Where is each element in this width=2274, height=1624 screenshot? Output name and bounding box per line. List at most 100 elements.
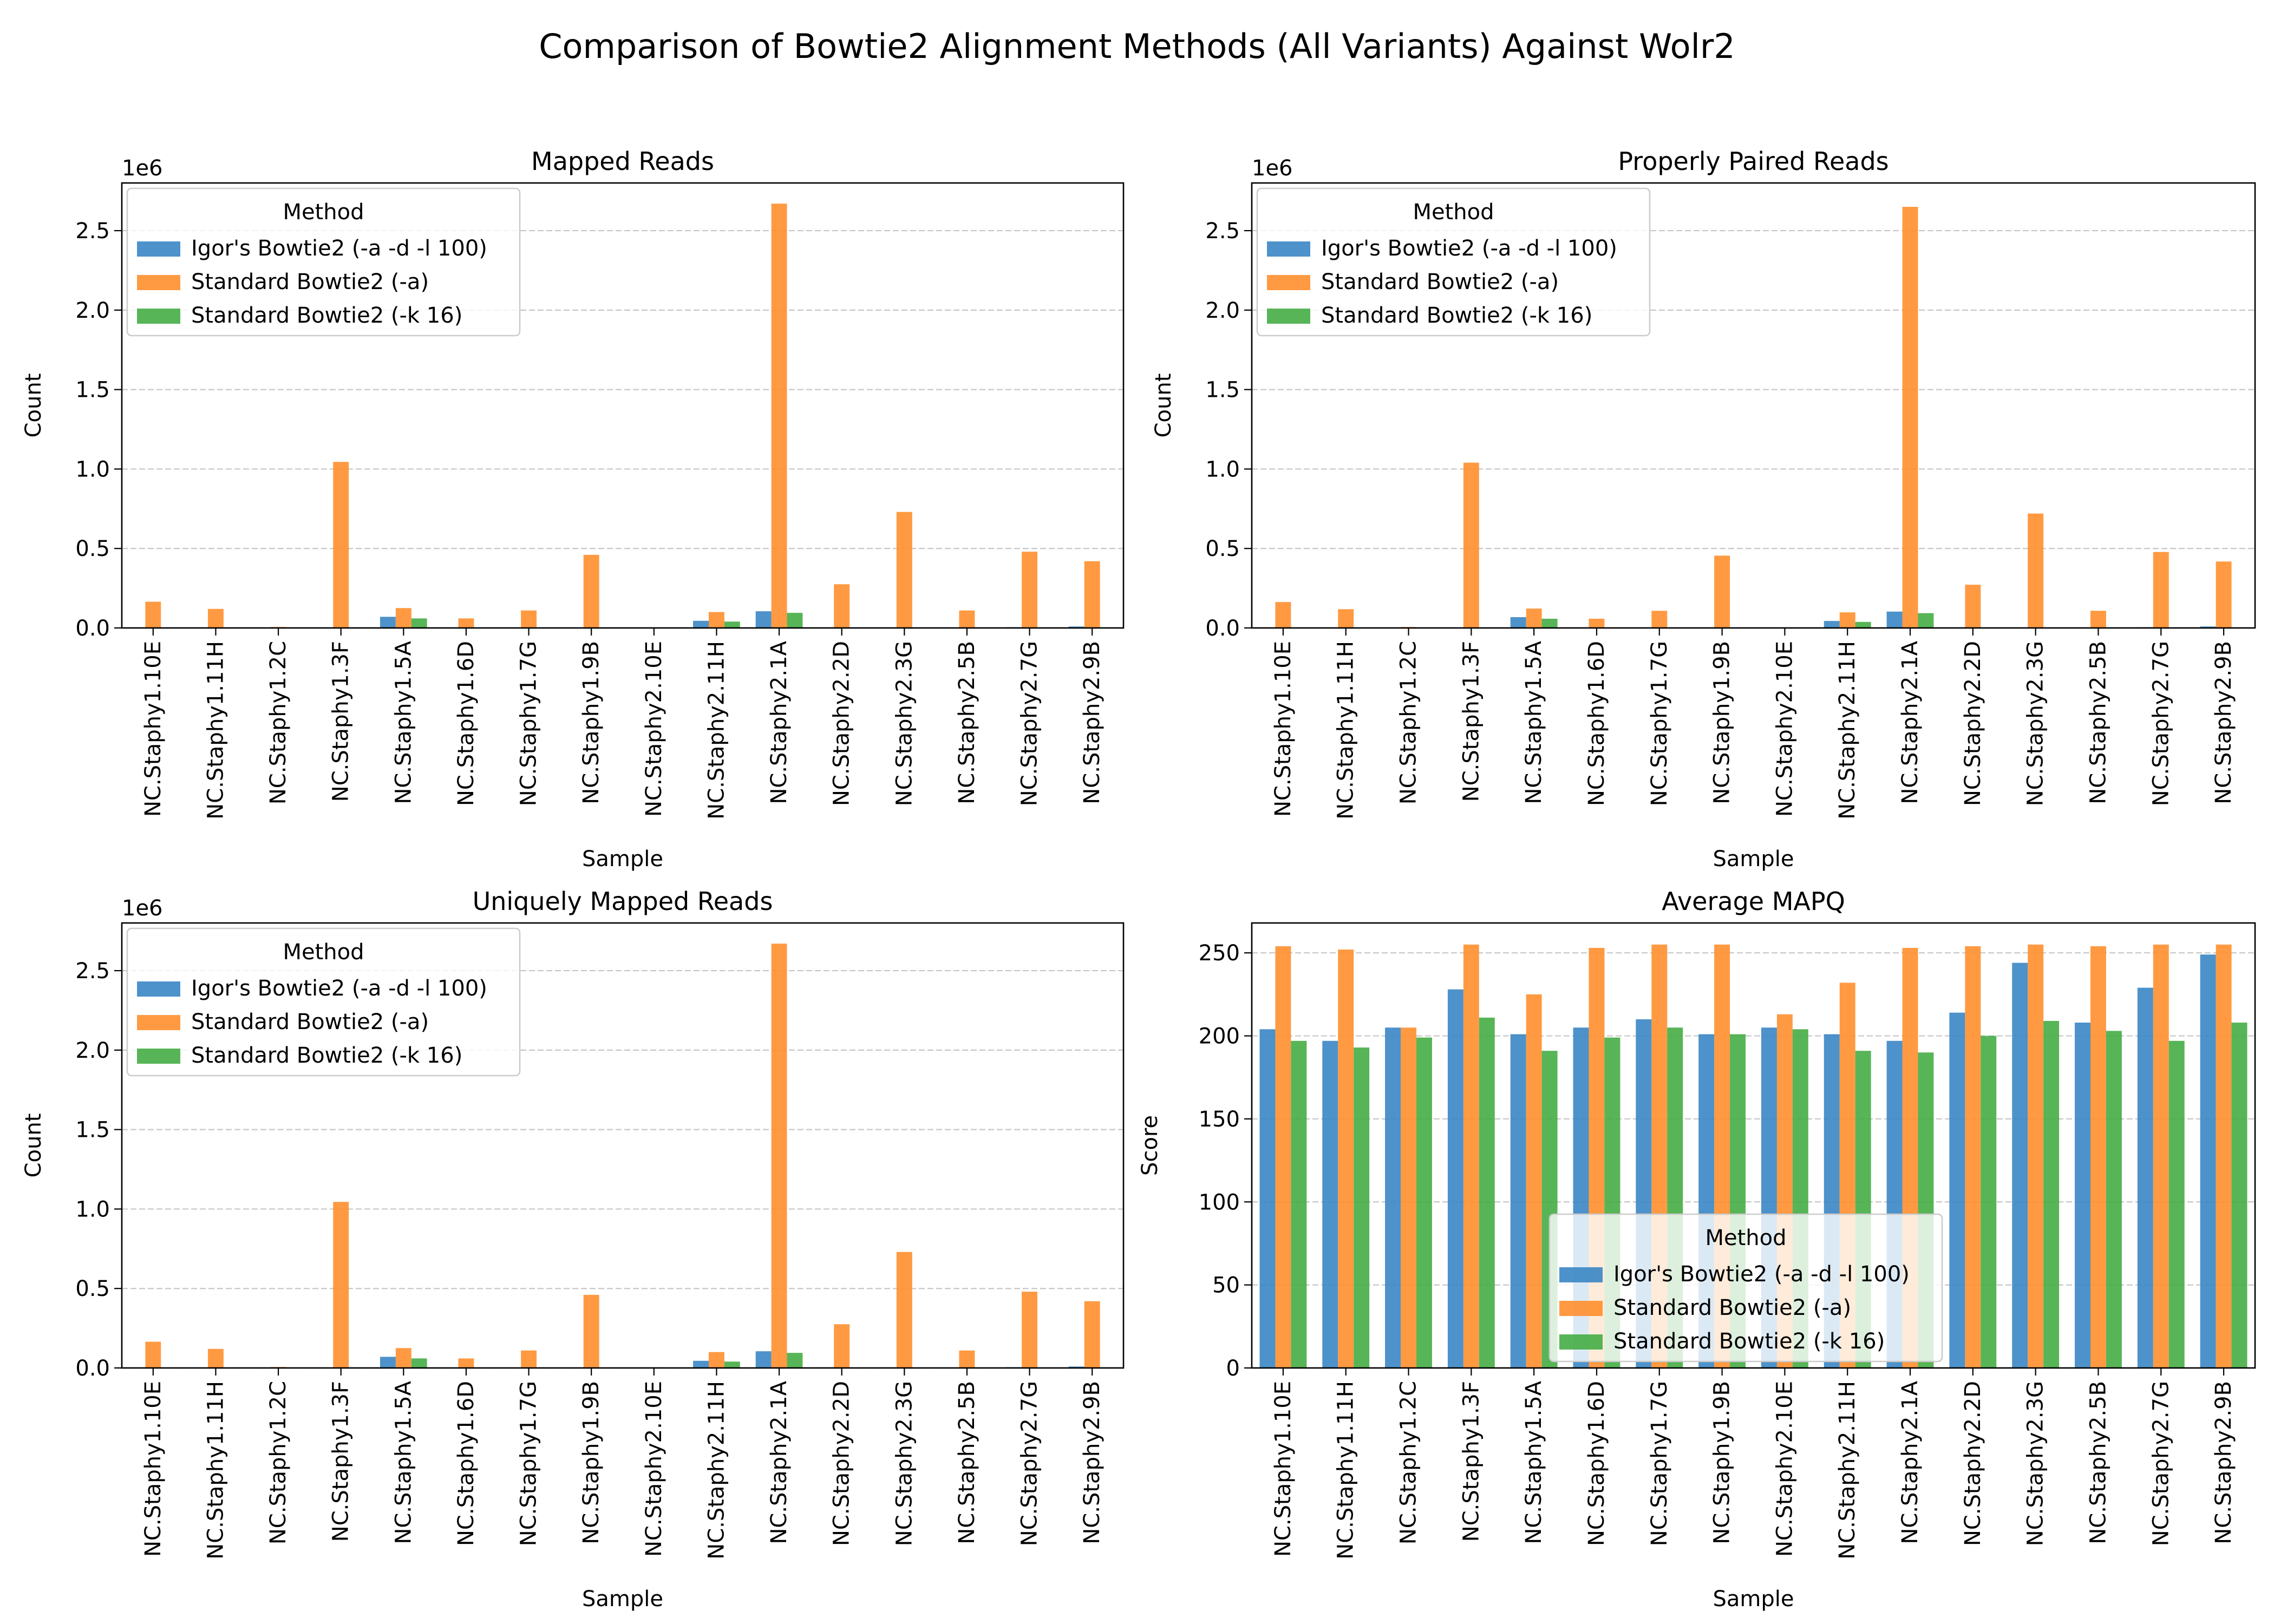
x-tick-label: NC.Staphy2.2D bbox=[829, 1381, 854, 1546]
x-tick-label: NC.Staphy1.11H bbox=[203, 1381, 228, 1560]
bar-standard-bowtie2-a-nc-staphy2-11h bbox=[708, 1352, 724, 1368]
x-tick-label: NC.Staphy1.10E bbox=[1271, 641, 1296, 817]
bar-standard-bowtie2-a-nc-staphy1-9b bbox=[583, 554, 599, 628]
legend-box bbox=[1256, 187, 1651, 337]
bar-standard-bowtie2-a-nc-staphy1-11h bbox=[207, 608, 224, 628]
x-tick-label: NC.Staphy2.9B bbox=[1080, 1381, 1105, 1544]
bar-igor-s-bowtie2-a-d-l-100-nc-staphy2-9b bbox=[2200, 626, 2216, 628]
bars-uniquely-mapped-reads bbox=[129, 944, 1116, 1368]
bar-standard-bowtie2-a-nc-staphy1-11h bbox=[1338, 949, 1354, 1368]
bar-igor-s-bowtie2-a-d-l-100-nc-staphy2-9b bbox=[2200, 954, 2216, 1368]
bar-standard-bowtie2-a-nc-staphy1-5a bbox=[1526, 608, 1542, 628]
y-tick-label: 2.5 bbox=[75, 959, 110, 984]
legend-swatch-standard-bowtie2-k-16 bbox=[137, 1049, 180, 1064]
y-tick-label: 0.5 bbox=[75, 536, 110, 561]
legend-swatch-standard-bowtie2-a bbox=[1267, 275, 1310, 290]
legend-swatch-standard-bowtie2-k-16 bbox=[1267, 309, 1310, 324]
bar-standard-bowtie2-a-nc-staphy1-6d bbox=[458, 618, 474, 628]
legend-entry: Standard Bowtie2 (-k 16) bbox=[1321, 303, 1592, 328]
x-tick-label: NC.Staphy1.3F bbox=[329, 641, 354, 802]
bar-standard-bowtie2-k-16-nc-staphy2-11h bbox=[724, 621, 740, 628]
x-tick-label: NC.Staphy1.2C bbox=[266, 1381, 291, 1544]
panel-uniquely-mapped-reads: 0.0 0.5 1.0 1.5 2.0 2.5 NC.Staphy1.10E NC.Staph… bbox=[21, 887, 1125, 1612]
bar-standard-bowtie2-k-16-nc-staphy1-5a bbox=[411, 1358, 427, 1368]
bar-standard-bowtie2-a-nc-staphy2-5b bbox=[2090, 611, 2106, 628]
y-tick-label: 2.5 bbox=[75, 219, 110, 244]
y-tick-label: 0.0 bbox=[1205, 616, 1240, 641]
x-tick-label: NC.Staphy1.9B bbox=[579, 641, 604, 804]
x-tick-label: NC.Staphy2.1A bbox=[767, 640, 792, 804]
x-tick-label: NC.Staphy1.10E bbox=[141, 1381, 166, 1557]
legend-swatch-standard-bowtie2-a bbox=[137, 275, 180, 290]
bar-standard-bowtie2-a-nc-staphy1-10e bbox=[145, 601, 161, 628]
bar-standard-bowtie2-a-nc-staphy2-7g bbox=[2153, 552, 2169, 628]
bar-standard-bowtie2-k-16-nc-staphy1-10e bbox=[1291, 1040, 1307, 1368]
y-axis-label: Count bbox=[1151, 374, 1176, 438]
bar-igor-s-bowtie2-a-d-l-100-nc-staphy2-1a bbox=[755, 611, 772, 628]
x-tick-label: NC.Staphy2.5B bbox=[955, 641, 979, 804]
x-tick-label: NC.Staphy1.2C bbox=[1396, 1381, 1421, 1544]
y-tick-label: 50 bbox=[1212, 1273, 1240, 1298]
bar-standard-bowtie2-a-nc-staphy2-2d bbox=[834, 584, 850, 628]
bar-standard-bowtie2-a-nc-staphy2-9b bbox=[1084, 1301, 1100, 1368]
bar-standard-bowtie2-a-nc-staphy2-1a bbox=[771, 944, 787, 1368]
x-tick-label: NC.Staphy2.11H bbox=[704, 641, 729, 820]
legend-title: Method bbox=[1413, 200, 1494, 225]
y-axis-label: Score bbox=[1138, 1115, 1162, 1176]
bar-standard-bowtie2-a-nc-staphy2-3g bbox=[896, 1252, 912, 1368]
x-axis-label: Sample bbox=[582, 1587, 663, 1612]
bar-standard-bowtie2-a-nc-staphy2-9b bbox=[2216, 561, 2232, 628]
bar-standard-bowtie2-a-nc-staphy2-5b bbox=[959, 1350, 975, 1368]
bar-igor-s-bowtie2-a-d-l-100-nc-staphy1-5a bbox=[1510, 1034, 1526, 1368]
y-tick-label: 250 bbox=[1199, 941, 1240, 966]
x-tick-label: NC.Staphy2.7G bbox=[1017, 641, 1042, 806]
legend-swatch-igor-s-bowtie2-a-d-l-100 bbox=[137, 981, 180, 997]
x-tick-label: NC.Staphy1.6D bbox=[454, 1381, 479, 1546]
legend-entry: Igor's Bowtie2 (-a -d -l 100) bbox=[191, 976, 487, 1001]
x-tick-label: NC.Staphy2.5B bbox=[955, 1381, 979, 1544]
y-axis-offset-text: 1e6 bbox=[122, 156, 163, 181]
bar-standard-bowtie2-a-nc-staphy2-3g bbox=[896, 512, 912, 628]
x-axis-label: Sample bbox=[582, 847, 663, 872]
x-tick-label: NC.Staphy1.9B bbox=[1710, 1381, 1735, 1544]
bar-standard-bowtie2-a-nc-staphy2-9b bbox=[1084, 561, 1100, 628]
panel-title: Uniquely Mapped Reads bbox=[473, 887, 773, 916]
bar-standard-bowtie2-k-16-nc-staphy2-9b bbox=[2231, 1023, 2247, 1368]
y-tick-label: 0.0 bbox=[75, 616, 110, 641]
bar-igor-s-bowtie2-a-d-l-100-nc-staphy1-3f bbox=[1447, 989, 1463, 1368]
y-tick-label: 2.0 bbox=[1205, 298, 1240, 323]
x-tick-label: NC.Staphy2.3G bbox=[2023, 1381, 2048, 1546]
bar-igor-s-bowtie2-a-d-l-100-nc-staphy2-1a bbox=[1886, 611, 1903, 628]
bar-igor-s-bowtie2-a-d-l-100-nc-staphy2-3g bbox=[2012, 962, 2028, 1368]
x-tick-label: NC.Staphy2.2D bbox=[1961, 641, 1985, 806]
bar-igor-s-bowtie2-a-d-l-100-nc-staphy2-2d bbox=[1949, 1012, 1965, 1368]
y-tick-label: 1.0 bbox=[75, 1197, 110, 1222]
legend-box bbox=[126, 927, 521, 1077]
x-tick-label: NC.Staphy2.10E bbox=[1772, 641, 1797, 817]
bar-standard-bowtie2-a-nc-staphy1-11h bbox=[1338, 609, 1354, 628]
bar-standard-bowtie2-a-nc-staphy2-9b bbox=[2216, 944, 2232, 1368]
legend-title: Method bbox=[1705, 1226, 1786, 1250]
x-tick-label: NC.Staphy1.2C bbox=[266, 641, 291, 804]
x-tick-label: NC.Staphy1.6D bbox=[1584, 641, 1609, 806]
x-tick-label: NC.Staphy2.7G bbox=[2148, 1381, 2173, 1546]
x-tick-label: NC.Staphy1.11H bbox=[203, 641, 228, 820]
x-tick-label: NC.Staphy1.6D bbox=[1584, 1381, 1609, 1546]
y-tick-label: 1.5 bbox=[75, 1118, 110, 1143]
x-tick-label: NC.Staphy1.7G bbox=[1647, 1381, 1672, 1546]
bar-standard-bowtie2-a-nc-staphy2-11h bbox=[708, 612, 724, 628]
axes-frame bbox=[1251, 922, 2256, 1369]
bar-igor-s-bowtie2-a-d-l-100-nc-staphy1-5a bbox=[1510, 617, 1526, 628]
y-tick-label: 200 bbox=[1199, 1024, 1240, 1049]
y-tick-label: 100 bbox=[1199, 1190, 1240, 1215]
x-tick-label: NC.Staphy1.9B bbox=[579, 1381, 604, 1544]
bar-standard-bowtie2-a-nc-staphy1-5a bbox=[395, 608, 411, 628]
bar-standard-bowtie2-a-nc-staphy2-5b bbox=[959, 610, 975, 628]
legend-entry: Standard Bowtie2 (-k 16) bbox=[191, 1043, 462, 1068]
bar-standard-bowtie2-a-nc-staphy1-3f bbox=[333, 462, 349, 628]
bar-standard-bowtie2-a-nc-staphy1-10e bbox=[1275, 946, 1291, 1368]
bar-igor-s-bowtie2-a-d-l-100-nc-staphy1-10e bbox=[1259, 1029, 1276, 1368]
bar-standard-bowtie2-a-nc-staphy1-10e bbox=[1275, 602, 1291, 628]
bar-standard-bowtie2-k-16-nc-staphy2-2d bbox=[1981, 1036, 1997, 1368]
bar-standard-bowtie2-k-16-nc-staphy1-11h bbox=[1354, 1047, 1370, 1368]
